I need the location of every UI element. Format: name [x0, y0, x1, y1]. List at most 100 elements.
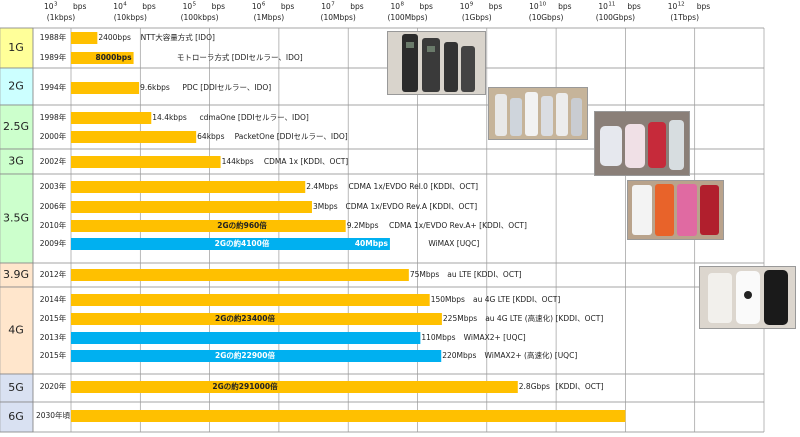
bar-value-label: 9.2Mbps — [347, 221, 379, 230]
gen-label: 2.5G — [3, 120, 29, 133]
bar-value-label: 64kbps — [197, 132, 224, 141]
tick-label: (100Gbps) — [596, 13, 635, 22]
tick-label: (10kbps) — [114, 13, 147, 22]
tick-exponent-label: 4 — [123, 2, 127, 8]
bar-value-label: 2.4Mbps — [306, 182, 338, 191]
year-label: 2015年 — [40, 350, 67, 360]
photo-1g-phones — [387, 31, 486, 95]
bar — [71, 332, 421, 344]
bar — [71, 294, 430, 306]
tick-unit-label: bps — [627, 2, 641, 11]
tick-base-label: 10 — [391, 2, 401, 11]
tick-base-label: 10 — [668, 2, 678, 11]
bar-value-label: 3Mbps — [313, 202, 338, 211]
tick-unit-label: bps — [420, 2, 434, 11]
tick-exponent-label: 8 — [401, 2, 405, 8]
tick-unit-label: bps — [489, 2, 503, 11]
bar — [71, 131, 197, 143]
tick-label: (1kbps) — [47, 13, 75, 22]
tick-exponent-label: 9 — [470, 2, 474, 8]
bar — [71, 32, 98, 44]
year-label: 2014年 — [40, 294, 67, 304]
bar — [71, 269, 409, 281]
tick-exponent-label: 12 — [678, 2, 685, 8]
tick-unit-label: bps — [558, 2, 572, 11]
bar — [71, 220, 346, 232]
system-label: モトローラ方式 [DDIセルラー、IDO] — [177, 52, 303, 62]
system-label: WiMAX2+ [UQC] — [464, 333, 526, 342]
tick-exponent-label: 11 — [608, 2, 615, 8]
gen-label: 6G — [8, 410, 24, 423]
gen-label: 5G — [8, 381, 24, 394]
year-label: 2015年 — [40, 313, 67, 323]
system-label: CDMA 1x/EVDO Rel.0 [KDDI、OCT] — [349, 182, 479, 191]
tick-exponent-label: 5 — [193, 2, 197, 8]
gen-label: 3G — [8, 155, 24, 168]
bar-inside-label: 2Gの約960倍 — [217, 220, 267, 230]
gen-cell — [0, 27, 34, 69]
system-label: CDMA 1x [KDDI、OCT] — [264, 157, 348, 166]
year-label: 2013年 — [40, 332, 67, 342]
bar — [71, 381, 518, 393]
system-label: [KDDI、OCT] — [556, 382, 604, 391]
bar-value-label: 75Mbps — [410, 270, 440, 279]
gen-label: 3.9G — [3, 268, 29, 281]
tick-unit-label: bps — [142, 2, 156, 11]
system-label: WiMAX [UQC] — [428, 239, 479, 248]
gen-label: 1G — [8, 41, 24, 54]
bar-value-label: 150Mbps — [431, 295, 465, 304]
gen-label: 4G — [8, 324, 24, 337]
bar-value-label: 144kbps — [222, 157, 254, 166]
bar-value-label: 225Mbps — [443, 314, 477, 323]
bar-value-label: 2400bps — [98, 33, 131, 42]
system-label: cdmaOne [DDIセルラー、IDO] — [199, 113, 308, 122]
gen-label: 2G — [8, 80, 24, 93]
year-label: 2002年 — [40, 156, 67, 166]
year-label: 2012年 — [40, 269, 67, 279]
system-label: au 4G LTE [KDDI、OCT] — [473, 295, 560, 304]
bar-inside-label: 2Gの約4100倍 — [215, 238, 270, 248]
bar — [71, 156, 221, 168]
bar — [71, 238, 390, 250]
gen-cell — [0, 401, 34, 433]
tick-label: (100Mbps) — [387, 13, 427, 22]
system-label: PDC [DDIセルラー、IDO] — [182, 83, 271, 92]
bar-value-label: 110Mbps — [421, 333, 455, 342]
bar — [71, 181, 306, 193]
system-label: NTT大容量方式 [IDO] — [141, 32, 215, 42]
bar-value-label: 2.8Gbps — [519, 382, 550, 391]
bar — [71, 201, 312, 213]
system-label: CDMA 1x/EVDO Rev.A [KDDI、OCT] — [345, 202, 477, 211]
tick-label: (100kbps) — [181, 13, 219, 22]
tick-base-label: 10 — [321, 2, 331, 11]
gen-label: 3.5G — [3, 212, 29, 225]
year-label: 2009年 — [40, 238, 67, 248]
bar — [71, 82, 140, 94]
tick-base-label: 10 — [252, 2, 262, 11]
tick-exponent-label: 7 — [331, 2, 335, 8]
tick-label: (1Mbps) — [254, 13, 285, 22]
bar — [71, 52, 134, 64]
tick-exponent-label: 6 — [262, 2, 266, 8]
system-label: CDMA 1x/EVDO Rev.A+ [KDDI、OCT] — [389, 221, 527, 230]
bar — [71, 410, 626, 422]
year-label: 2000年 — [40, 131, 67, 141]
bar-inside-label: 2Gの約23400倍 — [215, 313, 275, 323]
tick-exponent-label: 10 — [539, 2, 546, 8]
tick-label: (1Tbps) — [670, 13, 699, 22]
bar-value-label: 14.4kbps — [152, 113, 187, 122]
tick-unit-label: bps — [281, 2, 295, 11]
tick-exponent-label: 3 — [54, 2, 58, 8]
tick-label: (1Gbps) — [462, 13, 492, 22]
bar — [71, 313, 442, 325]
bar-value-label: 40Mbps — [355, 239, 389, 248]
system-label: au 4G LTE (高速化) [KDDI、OCT] — [485, 313, 603, 323]
tick-base-label: 10 — [44, 2, 54, 11]
tick-unit-label: bps — [212, 2, 226, 11]
year-label: 1989年 — [40, 52, 67, 62]
tick-unit-label: bps — [73, 2, 87, 11]
tick-label: (10Gbps) — [529, 13, 564, 22]
bar-inside-label: 2Gの約22900倍 — [215, 350, 275, 360]
year-label: 2010年 — [40, 220, 67, 230]
photo-2g-phones — [488, 87, 588, 140]
